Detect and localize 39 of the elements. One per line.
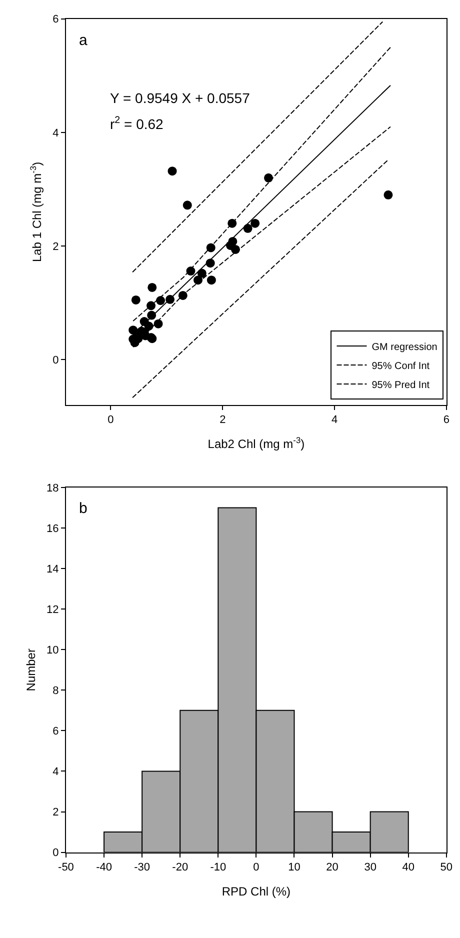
y-tick-label: 0: [52, 847, 59, 860]
legend-label: 95% Pred Int: [372, 380, 430, 391]
y-tick-label: 10: [46, 644, 59, 656]
x-tick-label: -50: [58, 861, 74, 874]
y-tick-label: 12: [46, 604, 59, 616]
x-tick-label: 50: [440, 861, 453, 874]
y-axis-title: Number: [24, 648, 38, 692]
y-tick-label: 2: [52, 806, 59, 819]
y-tick-label: 4: [52, 127, 59, 140]
x-tick-label: -30: [134, 861, 150, 874]
x-tick-label: 2: [220, 414, 226, 426]
x-tick-label: 6: [443, 414, 450, 426]
y-tick-label: 0: [52, 354, 59, 366]
x-tick-label: 40: [402, 861, 414, 874]
x-tick-label: -10: [210, 861, 226, 874]
annotation: Y = 0.9549 X + 0.0557: [110, 90, 250, 106]
annotation: b: [79, 500, 88, 517]
y-tick-label: 6: [52, 726, 59, 738]
x-tick-label: 4: [331, 414, 338, 426]
x-tick-label: 20: [326, 861, 338, 874]
y-tick-label: 18: [46, 482, 59, 494]
annotation: a: [79, 32, 88, 49]
x-axis-title: Lab2 Chl (mg m$^{-3}$): [208, 435, 305, 452]
x-tick-label: 0: [108, 414, 114, 426]
annotation: r$^{2}$ = 0.62: [110, 115, 164, 132]
y-tick-label: 4: [52, 766, 59, 778]
legend-label: 95% Conf Int: [372, 360, 430, 372]
legend-label: GM regression: [372, 342, 438, 353]
x-tick-label: 0: [253, 861, 260, 874]
x-tick-label: -20: [172, 861, 188, 874]
x-tick-label: -40: [96, 861, 112, 874]
y-tick-label: 8: [52, 684, 59, 697]
x-axis-title: RPD Chl (%): [222, 884, 291, 898]
x-tick-label: 10: [288, 861, 300, 874]
y-tick-label: 2: [52, 240, 59, 253]
y-tick-label: 16: [46, 522, 59, 535]
x-tick-label: 30: [364, 861, 376, 874]
y-tick-label: 6: [52, 14, 59, 26]
y-tick-label: 14: [46, 563, 59, 576]
